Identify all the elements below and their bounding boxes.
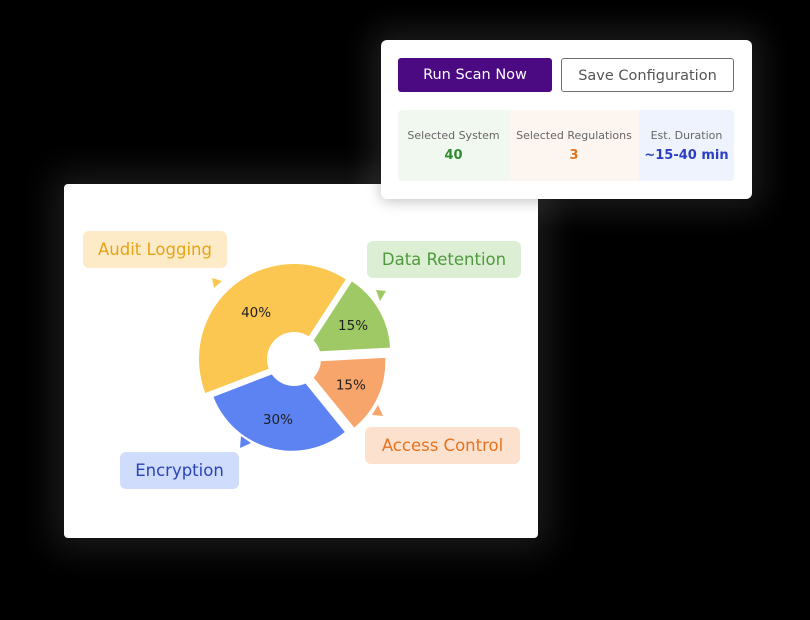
scan-summary: Selected System 40 Selected Regulations … — [398, 110, 734, 181]
legend-pill-data-retention: Data Retention — [367, 241, 521, 278]
pointer-encryption-icon — [240, 436, 251, 448]
slice-value-label: 15% — [336, 377, 366, 393]
summary-value: ~15-40 min — [644, 147, 729, 163]
slice-access-control — [301, 357, 386, 428]
summary-value: 40 — [444, 147, 463, 163]
pointer-audit-logging-icon — [212, 278, 222, 288]
slice-value-label: 15% — [338, 318, 368, 334]
summary-est-duration: Est. Duration ~15-40 min — [639, 110, 734, 181]
summary-label: Selected Regulations — [516, 128, 632, 142]
pointer-data-retention-icon — [376, 290, 386, 301]
save-configuration-button[interactable]: Save Configuration — [561, 58, 734, 92]
slice-value-label: 40% — [241, 305, 271, 321]
pointer-access-control-icon — [372, 405, 383, 416]
slice-data-retention — [306, 281, 391, 352]
slice-value-label: 30% — [263, 412, 293, 428]
pointer-shape — [376, 290, 386, 301]
pointer-shape — [372, 405, 383, 416]
slice-encryption — [213, 366, 345, 451]
pointer-shape — [212, 278, 222, 288]
legend-pill-audit-logging: Audit Logging — [83, 231, 227, 268]
legend-pill-encryption: Encryption — [120, 452, 239, 489]
summary-selected-regulations: Selected Regulations 3 — [509, 110, 639, 181]
summary-label: Selected System — [407, 128, 500, 142]
legend-pill-access-control: Access Control — [365, 427, 520, 464]
run-scan-button[interactable]: Run Scan Now — [398, 58, 552, 92]
summary-selected-system: Selected System 40 — [398, 110, 509, 181]
slice-audit-logging — [198, 263, 346, 394]
donut-hole — [267, 332, 321, 386]
scan-action-card: Run Scan Now Save Configuration Selected… — [381, 40, 752, 199]
donut-chart: 15% 15% 30% 40% — [198, 263, 391, 451]
pointer-shape — [240, 436, 251, 448]
summary-label: Est. Duration — [650, 128, 723, 142]
compliance-chart-card: 15% 15% 30% 40% Audit Logging Data Retentio… — [64, 184, 538, 538]
summary-value: 3 — [569, 147, 579, 163]
